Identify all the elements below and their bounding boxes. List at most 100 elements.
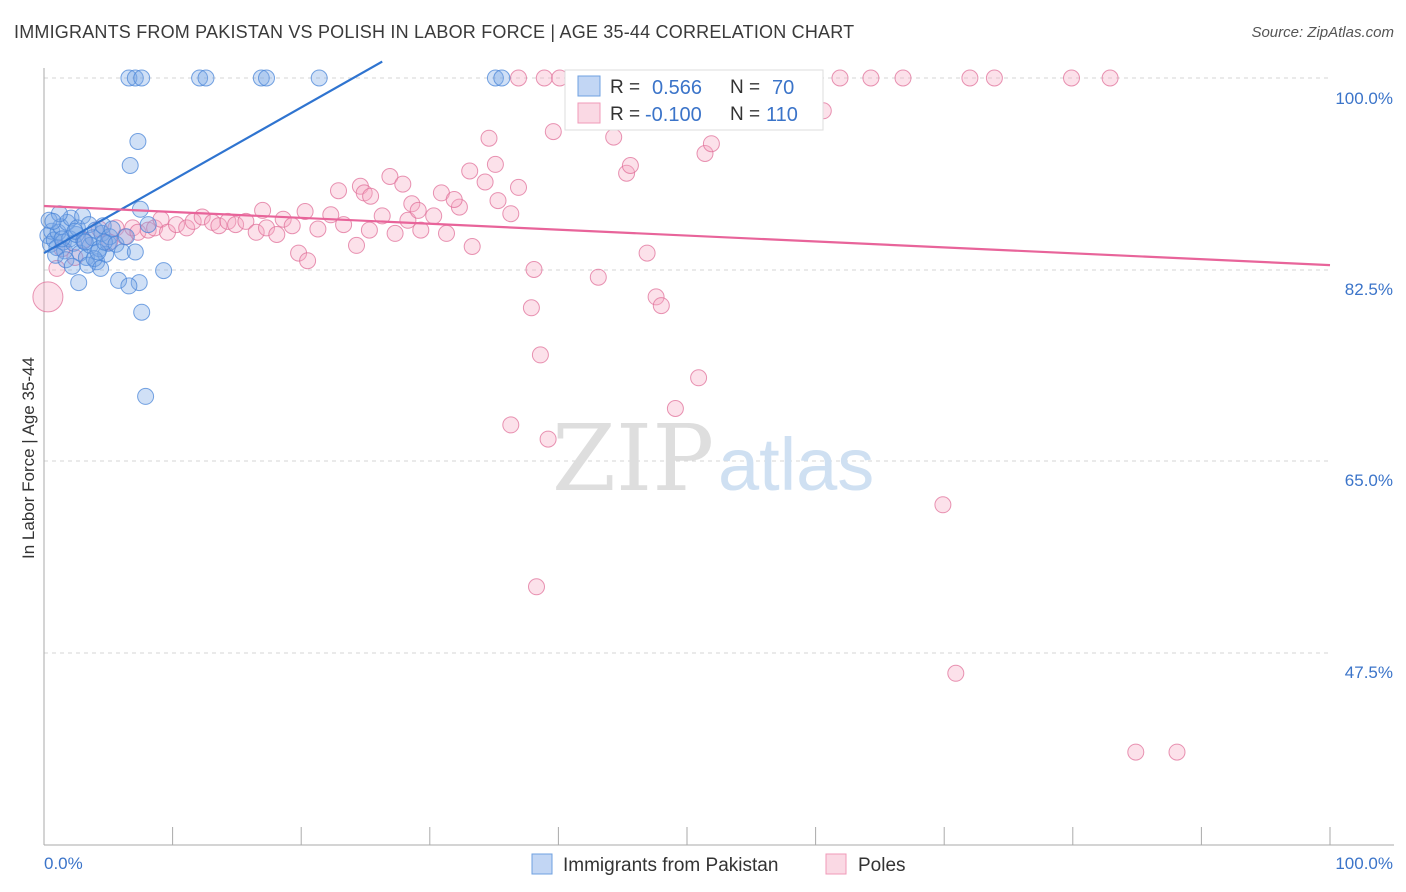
data-point-pakistan	[120, 69, 138, 87]
y-tick-label-47-5: 47.5%	[1345, 663, 1393, 682]
data-point-poles	[486, 155, 504, 173]
data-point-pakistan	[191, 69, 209, 87]
data-point-pakistan	[110, 271, 128, 289]
data-point-poles	[268, 226, 286, 243]
trend-lines	[43, 60, 1331, 267]
y-tick-label-100: 100.0%	[1335, 89, 1393, 108]
data-point-poles	[32, 281, 64, 313]
data-point-poles	[1168, 743, 1186, 761]
series-legend-swatch-poles	[825, 853, 847, 875]
data-point-poles	[445, 191, 463, 208]
data-point-poles	[666, 400, 684, 417]
data-point-poles	[702, 135, 720, 153]
data-point-poles	[362, 187, 380, 205]
data-point-poles	[461, 162, 479, 180]
data-point-poles	[647, 288, 665, 306]
data-point-poles	[394, 175, 412, 193]
data-point-poles	[227, 216, 245, 234]
data-point-poles	[525, 261, 543, 278]
data-point-poles	[985, 69, 1003, 87]
data-point-pakistan	[92, 259, 110, 277]
data-point-poles	[247, 223, 265, 241]
legend-n-value-poles: 110	[766, 104, 798, 126]
data-point-pakistan	[76, 233, 94, 251]
correlation-legend: R = 0.566 N = 70 R = -0.100 N = 110	[564, 69, 824, 131]
data-point-poles	[489, 192, 507, 210]
data-point-pakistan	[133, 69, 151, 87]
data-point-pakistan	[126, 243, 144, 261]
series-legend-label-poles: Poles	[858, 855, 906, 876]
data-point-pakistan	[310, 69, 328, 87]
trend-line-pakistan	[43, 60, 383, 255]
data-point-poles	[652, 297, 670, 315]
data-point-pakistan	[155, 262, 173, 280]
trend-line-poles	[43, 204, 1331, 267]
gridlines	[44, 77, 1330, 654]
data-point-pakistan	[70, 274, 88, 292]
data-point-poles	[438, 224, 455, 242]
legend-n-label-poles: N =	[730, 104, 760, 125]
data-point-poles	[360, 221, 378, 239]
data-point-pakistan	[137, 387, 155, 405]
data-point-poles	[476, 173, 494, 191]
data-point-poles	[589, 268, 607, 286]
series-legend-label-pakistan: Immigrants from Pakistan	[563, 855, 778, 876]
data-point-pakistan	[139, 216, 157, 234]
data-point-poles	[463, 238, 481, 255]
data-point-pakistan	[130, 274, 148, 292]
data-point-poles	[254, 201, 272, 219]
data-point-poles	[139, 221, 157, 239]
legend-r-value-pakistan: 0.566	[652, 77, 702, 99]
series-legend-swatch-pakistan	[531, 853, 553, 875]
data-point-pakistan	[79, 256, 97, 274]
data-point-poles	[274, 210, 292, 228]
chart-title: IMMIGRANTS FROM PAKISTAN VS POLISH IN LA…	[14, 22, 855, 42]
data-point-pakistan	[120, 277, 138, 295]
chart-source: Source: ZipAtlas.com	[1251, 24, 1394, 41]
y-axis-title: In Labor Force | Age 35-44	[19, 357, 38, 559]
data-point-poles	[258, 219, 275, 237]
legend-n-value-pakistan: 70	[772, 77, 794, 99]
data-point-pakistan	[126, 69, 144, 87]
data-point-poles	[296, 203, 314, 220]
data-point-poles	[696, 145, 714, 162]
data-point-poles	[544, 123, 562, 141]
data-point-poles	[412, 221, 430, 239]
data-point-poles	[638, 244, 656, 262]
data-point-poles	[621, 157, 639, 174]
data-point-poles	[535, 69, 553, 87]
data-point-poles	[894, 69, 912, 87]
data-point-pakistan	[133, 303, 151, 321]
watermark-zip: ZIP	[552, 405, 714, 512]
y-tick-label-82-5: 82.5%	[1345, 280, 1393, 299]
data-point-pakistan	[44, 212, 62, 230]
legend-swatch-pakistan	[577, 75, 601, 97]
data-point-poles	[237, 212, 255, 230]
x-tick-label-100: 100.0%	[1335, 854, 1393, 873]
data-point-poles	[178, 219, 196, 237]
data-point-poles	[862, 69, 880, 87]
data-point-poles	[480, 129, 498, 147]
x-tick-label-0: 0.0%	[44, 854, 83, 873]
data-point-poles	[522, 299, 540, 317]
data-point-poles	[409, 201, 427, 219]
data-point-poles	[403, 195, 421, 213]
data-point-poles	[168, 216, 185, 234]
data-point-poles	[510, 178, 527, 196]
data-point-poles	[528, 578, 545, 596]
legend-r-label-pakistan: R =	[610, 77, 640, 98]
data-point-pakistan	[89, 243, 107, 261]
data-point-poles	[510, 69, 527, 87]
data-point-poles	[386, 224, 404, 242]
data-point-poles	[961, 69, 979, 87]
data-point-poles	[348, 236, 365, 254]
data-point-poles	[831, 69, 849, 87]
data-point-poles	[309, 220, 327, 238]
data-point-poles	[381, 168, 399, 185]
data-point-pakistan	[252, 69, 270, 87]
data-point-poles	[425, 207, 443, 225]
data-point-pakistan	[129, 133, 147, 150]
data-point-pakistan	[486, 69, 504, 87]
data-point-poles	[934, 496, 952, 514]
